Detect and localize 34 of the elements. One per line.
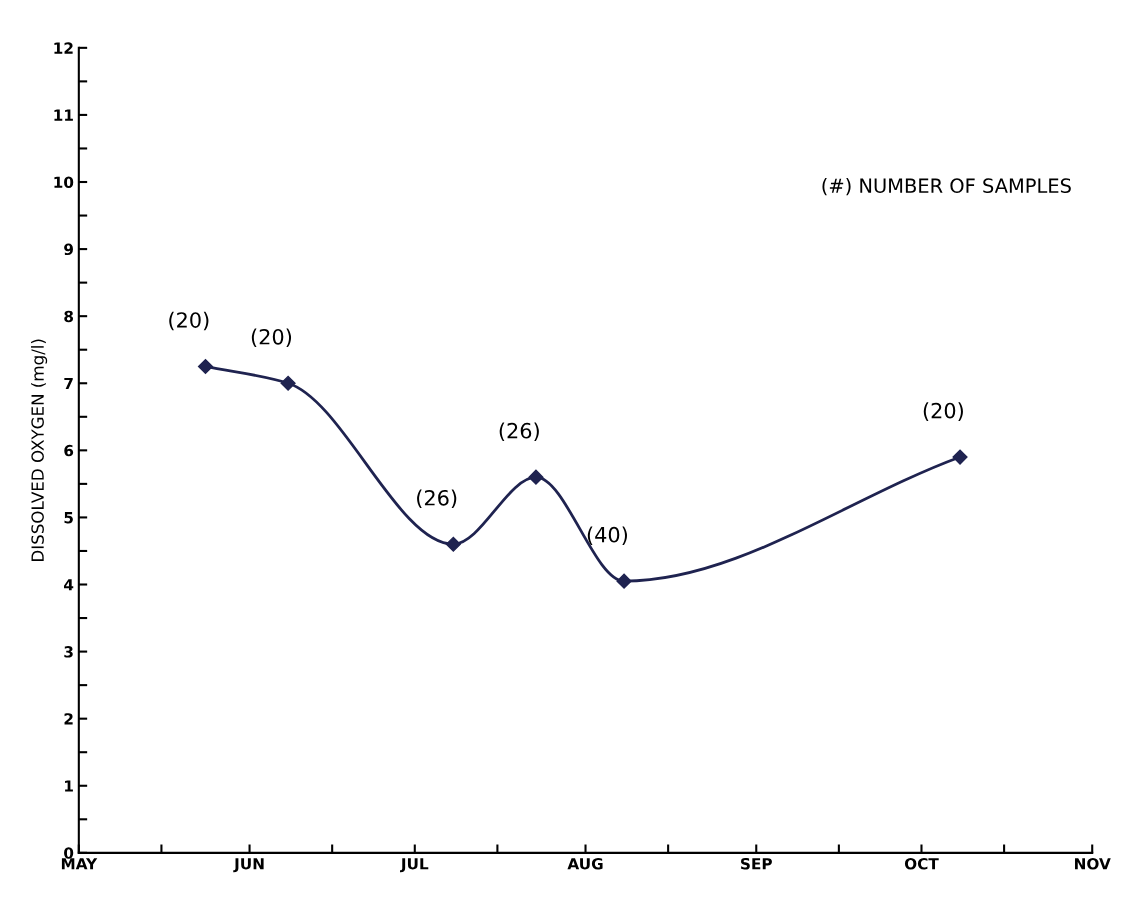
point	[197, 358, 214, 375]
point	[616, 573, 632, 589]
annotation: (26)	[417, 489, 457, 509]
annotation: (26)	[499, 422, 539, 442]
point	[280, 375, 296, 391]
y-tick-label: 3	[64, 646, 73, 658]
y-tick-label: 2	[64, 713, 73, 725]
y-tick-label: 0	[64, 847, 74, 859]
y-tick-label: 9	[64, 243, 73, 256]
x-tick-label: SEP	[741, 857, 772, 870]
x-tick-label: MAY	[61, 858, 98, 870]
annotation: (40)	[587, 526, 627, 546]
y-tick-label: 12	[54, 42, 73, 54]
annotation: (20)	[923, 402, 963, 421]
y-tick-label: 5	[64, 512, 73, 524]
point	[445, 536, 461, 552]
point	[952, 449, 968, 465]
y-tick-label: 10	[54, 176, 74, 189]
y-tick-label: 4	[64, 579, 74, 591]
y-tick-label: 6	[64, 444, 74, 457]
y-tick-label: 8	[64, 310, 74, 323]
annotation: (#) NUMBER OF SAMPLES	[822, 177, 1071, 196]
y-axis-title: DISSOLVED OXYGEN (mg/l)	[31, 339, 48, 561]
annotation: (20)	[251, 328, 292, 348]
point	[528, 469, 544, 485]
annotation: (20)	[169, 311, 209, 331]
y-tick-label: 7	[64, 377, 73, 390]
x-tick-label: AUG	[567, 857, 603, 870]
y-tick-label: 1	[65, 780, 73, 792]
x-tick-label: JUL	[400, 858, 429, 873]
x-tick-label: NOV	[1075, 857, 1111, 870]
y-tick-label: 11	[54, 109, 73, 121]
x-tick-label: JUN	[233, 858, 264, 873]
x-tick-label: OCT	[904, 857, 939, 870]
